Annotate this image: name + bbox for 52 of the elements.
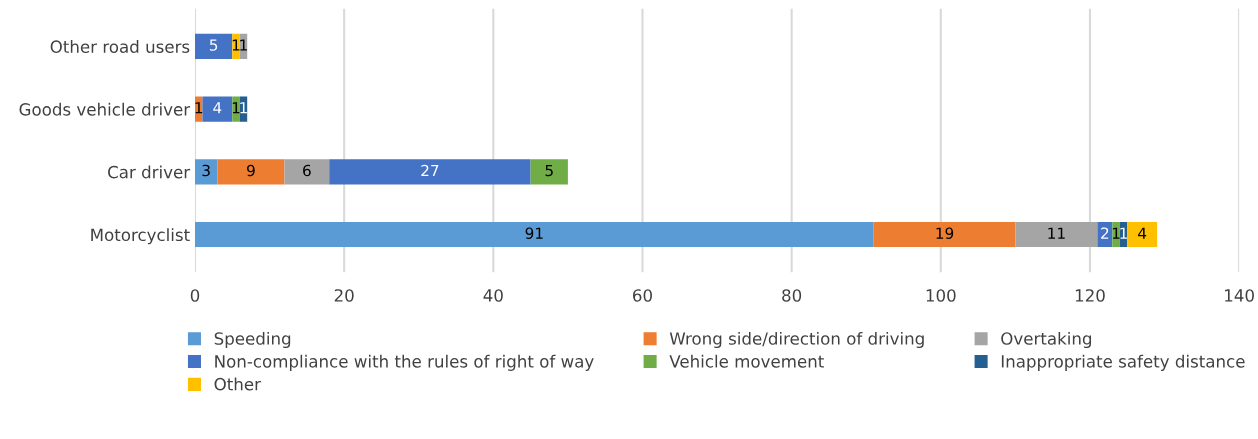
data-label: 3 bbox=[202, 164, 210, 177]
bar bbox=[232, 33, 240, 59]
data-label: 1 bbox=[1112, 227, 1120, 239]
data-label: 19 bbox=[936, 227, 954, 239]
x-tick-label: 140 bbox=[1225, 289, 1254, 302]
y-tick-label: Other road users bbox=[50, 40, 190, 53]
data-label: 1 bbox=[1120, 227, 1127, 239]
bar bbox=[1015, 222, 1098, 248]
x-tick-label: 60 bbox=[633, 289, 652, 302]
legend-label: Other bbox=[214, 377, 261, 391]
data-label: 1 bbox=[232, 102, 240, 114]
legend-label: Non-compliance with the rules of right of way bbox=[215, 354, 594, 371]
data-label: 6 bbox=[303, 164, 311, 177]
data-label: 1 bbox=[240, 102, 247, 114]
bar bbox=[1127, 222, 1158, 248]
y-tick-label: Car driver bbox=[108, 165, 191, 179]
bar bbox=[202, 96, 233, 122]
x-tick-label: 0 bbox=[190, 289, 200, 302]
bar bbox=[1097, 222, 1113, 248]
bar bbox=[329, 159, 531, 185]
bar bbox=[530, 159, 568, 185]
legend-label: Inappropriate safety distance bbox=[1001, 354, 1245, 371]
data-label: 1 bbox=[232, 39, 240, 51]
legend-label: Wrong side/direction of driving bbox=[669, 331, 924, 349]
data-label: 27 bbox=[421, 164, 439, 177]
x-tick-label: 120 bbox=[1075, 289, 1105, 302]
data-label: 5 bbox=[209, 39, 218, 51]
data-label: 11 bbox=[1048, 227, 1065, 239]
data-label: 4 bbox=[213, 102, 222, 114]
bar bbox=[284, 159, 330, 185]
bar bbox=[217, 159, 285, 185]
bar bbox=[194, 159, 218, 185]
data-label: 1 bbox=[240, 39, 247, 51]
y-tick-label: Goods vehicle driver bbox=[19, 102, 191, 116]
bar bbox=[194, 222, 874, 248]
data-label: 91 bbox=[525, 227, 543, 239]
bar bbox=[1112, 222, 1120, 248]
bar bbox=[232, 96, 240, 122]
x-tick-label: 100 bbox=[926, 289, 956, 302]
x-tick-label: 20 bbox=[334, 289, 354, 302]
bar bbox=[194, 33, 233, 59]
data-label: 2 bbox=[1101, 227, 1109, 239]
data-label: 9 bbox=[247, 164, 255, 177]
data-label: 4 bbox=[1138, 227, 1147, 239]
legend-label: Overtaking bbox=[1001, 331, 1092, 349]
x-tick-label: 80 bbox=[782, 289, 802, 302]
x-tick-label: 40 bbox=[483, 289, 503, 302]
bar bbox=[873, 222, 1016, 248]
legend-label: Vehicle movement bbox=[669, 354, 824, 368]
legend-label: Speeding bbox=[214, 331, 291, 349]
y-tick-label: Motorcyclist bbox=[91, 228, 190, 245]
data-label: 5 bbox=[545, 164, 553, 177]
